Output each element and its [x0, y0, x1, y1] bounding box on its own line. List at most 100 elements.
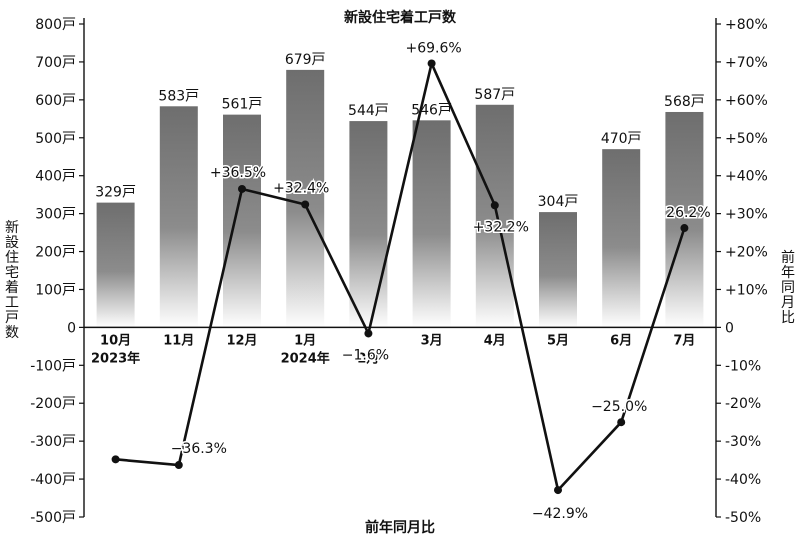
bar-value-label: 304戸: [538, 194, 579, 210]
percent-labels-group: −36.3% +36.5% +32.4% −1.6% +69.6% +32.2% −42.9…: [169, 39, 712, 524]
category-label: 3月: [421, 333, 443, 348]
left-tick-label: -200戸: [30, 396, 76, 412]
bar: [475, 104, 514, 328]
bar-value-label: 583戸: [158, 88, 199, 104]
chart-title: 新設住宅着工戸数: [344, 9, 457, 26]
bars-group: [96, 69, 704, 328]
right-tick-label: +40%: [725, 169, 768, 185]
y-axis-label-left-char: 戸: [5, 310, 19, 326]
left-tick-label: -100戸: [30, 358, 76, 374]
bar: [665, 111, 704, 328]
right-tick-label: -20%: [725, 396, 761, 412]
line-point: [301, 200, 310, 209]
bar-value-label: 568戸: [664, 94, 705, 110]
percent-label: +36.5%: [210, 165, 266, 181]
right-tick-label: 0: [725, 320, 734, 336]
left-tick-label: 300戸: [35, 207, 76, 223]
percent-label: −36.3%: [171, 441, 227, 457]
right-tick-label: -40%: [725, 472, 761, 488]
line-point: [174, 461, 183, 470]
right-tick-label: +50%: [725, 131, 768, 147]
axes-group: [83, 18, 717, 517]
category-label: 12月: [226, 333, 257, 348]
line-point: [617, 418, 626, 427]
right-tick-label: +10%: [725, 282, 768, 298]
y-axis-label-left-char: 住: [5, 250, 19, 266]
left-tick-label: -300戸: [30, 434, 76, 450]
line-point: [490, 201, 499, 210]
y-axis-label-left-char: 新: [5, 220, 19, 236]
category-label: 7月: [673, 333, 695, 348]
category-label: 1月: [294, 333, 316, 348]
bar: [286, 69, 325, 328]
right-tick-label: +60%: [725, 93, 768, 109]
right-tick-label: -10%: [725, 358, 761, 374]
bar-value-label: 561戸: [222, 97, 263, 113]
right-tick-label: +80%: [725, 17, 768, 33]
percent-label: 26.2%: [666, 205, 710, 221]
y-axis-label-left-char: 工: [5, 295, 19, 311]
percent-label: −42.9%: [532, 506, 588, 522]
bar: [159, 106, 198, 328]
right-tick-label: +70%: [725, 55, 768, 71]
right-tick-label: -50%: [725, 510, 761, 526]
bar: [349, 121, 388, 328]
right-ticks-group: +80% +70% +60% +50% +40% +30% +20% +10% 0 -10% -20…: [716, 17, 768, 526]
bar-value-label: 587戸: [474, 87, 515, 103]
right-tick-label: +30%: [725, 207, 768, 223]
bar: [223, 114, 261, 328]
right-tick-label: +20%: [725, 245, 768, 261]
bar: [412, 120, 451, 328]
bar-value-label: 546戸: [411, 102, 452, 118]
left-tick-label: 100戸: [35, 282, 76, 298]
category-label: 10月: [100, 333, 131, 348]
percent-label: +69.6%: [405, 40, 461, 56]
line-point: [111, 455, 120, 464]
y-axis-label-right-char: 前: [781, 249, 795, 266]
category-label: 5月: [547, 333, 569, 348]
y-axis-label-left-char: 数: [5, 325, 19, 341]
left-tick-label: 600戸: [35, 93, 76, 109]
line-point: [427, 59, 436, 68]
category-label: 2月: [357, 351, 379, 366]
left-tick-label: 500戸: [35, 131, 76, 147]
left-tick-label: 200戸: [35, 245, 76, 261]
bar: [602, 149, 641, 328]
category-label: 11月: [163, 333, 194, 348]
y-axis-label-right-char: 年: [781, 265, 795, 281]
left-tick-label: 0: [67, 320, 76, 336]
left-tick-label: 700戸: [35, 55, 76, 71]
y-axis-label-right-char: 比: [781, 310, 795, 326]
left-ticks-group: 800戸 700戸 600戸 500戸 400戸 300戸 200戸 100戸 0 -100戸 -2…: [30, 17, 84, 526]
y-axis-label-right-char: 月: [781, 295, 795, 311]
year-label: 2023年: [91, 350, 140, 366]
y-axis-label-left-char: 設: [5, 235, 19, 251]
percent-label: +32.2%: [473, 219, 529, 235]
line-point: [680, 224, 689, 233]
y-axis-label-right-char: 同: [781, 280, 795, 296]
bar-value-label: 470戸: [601, 131, 642, 147]
left-tick-label: -400戸: [30, 472, 76, 488]
percent-label: −1.6%: [342, 347, 389, 363]
category-label: 4月: [484, 333, 506, 348]
bar: [96, 202, 135, 328]
left-tick-label: 800戸: [35, 17, 76, 33]
percent-label: −25.0%: [591, 399, 647, 415]
category-label: 6月: [610, 333, 632, 348]
bar-value-label: 544戸: [348, 103, 389, 119]
percent-label: +32.4%: [273, 181, 329, 197]
y-axis-label-right: 前年同月比: [781, 249, 795, 326]
year-label: 2024年: [281, 350, 330, 366]
bar: [539, 212, 577, 328]
line-point: [364, 329, 373, 338]
category-labels-group: 10月 2023年 11月 12月 1月 2024年 2月 3月 4月 5月 6月 7月: [91, 333, 695, 366]
x-axis-label: 前年同月比: [365, 519, 435, 536]
line-point: [554, 486, 562, 495]
bar-value-label: 329戸: [95, 185, 136, 201]
bar-labels-group: 329戸 583戸 561戸 679戸 544戸 546戸 587戸 304戸 470戸 568戸: [95, 52, 705, 210]
line-path: [115, 62, 686, 492]
y-axis-label-left-char: 宅: [5, 265, 19, 281]
y-axis-label-left: 新設住宅着工戸数: [5, 220, 19, 341]
bar-value-label: 679戸: [285, 52, 326, 68]
y-axis-label-left-char: 着: [5, 280, 19, 296]
